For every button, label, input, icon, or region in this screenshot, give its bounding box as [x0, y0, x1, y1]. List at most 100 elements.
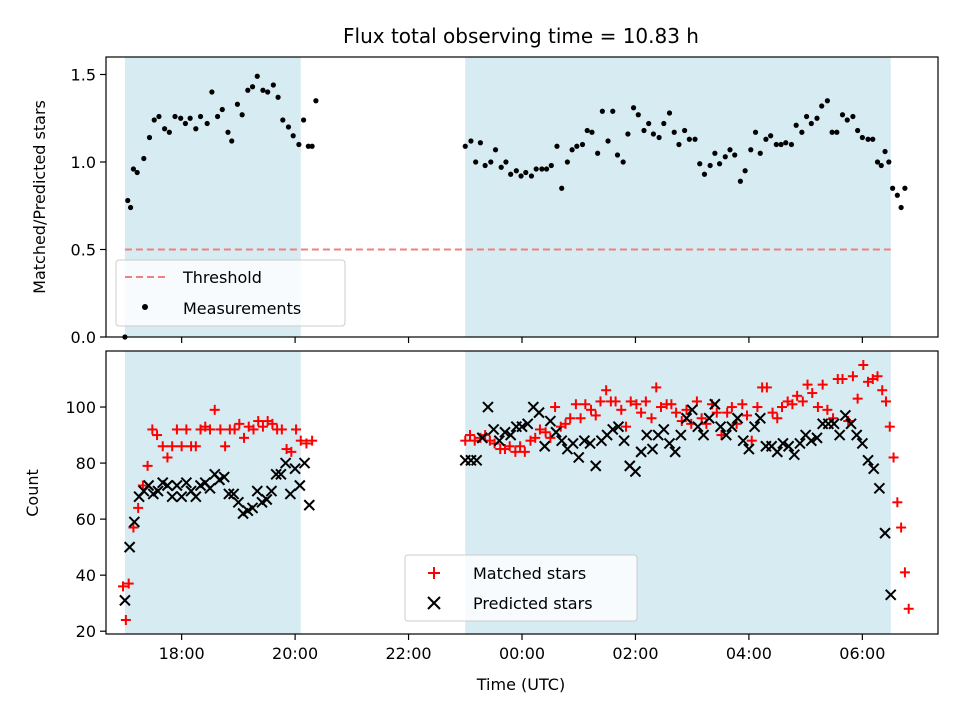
measurement-point: [625, 131, 631, 137]
matched-star-point: [872, 371, 883, 382]
measurement-point: [187, 115, 193, 121]
matched-star-point: [651, 382, 662, 393]
measurement-point: [661, 120, 667, 127]
predicted-star-point: [578, 434, 591, 447]
predicted-star-point: [805, 434, 818, 447]
matched-star-point: [118, 581, 129, 592]
matched-star-point: [469, 435, 480, 446]
matched-star-point: [301, 438, 312, 449]
bottom-legend: Matched stars Predicted stars: [404, 554, 638, 622]
bottom-plot-data: [118, 360, 914, 625]
measurement-point: [260, 87, 266, 93]
measurement-point: [127, 204, 134, 211]
top-shaded-spans: [124, 57, 891, 337]
predicted-star-point: [218, 471, 230, 483]
measurement-point: [752, 129, 759, 135]
predicted-star-point: [629, 465, 642, 478]
bottom-panel: 20 40 60 80 100 18:00 20:00 22:00 00:00 02:00 04:…: [23, 350, 939, 694]
measurement-point: [533, 166, 539, 172]
predicted-star-point: [879, 527, 891, 539]
matched-star-point: [460, 435, 471, 446]
measurement-point: [722, 154, 728, 160]
predicted-star-point: [697, 429, 710, 441]
predicted-star-point: [487, 423, 500, 436]
matched-star-point: [162, 452, 173, 463]
matched-star-point: [877, 385, 888, 396]
predicted-star-point: [493, 434, 506, 447]
measurement-point: [620, 159, 626, 165]
predicted-star-point: [833, 429, 846, 441]
predicted-star-point: [584, 437, 596, 450]
predicted-star-point: [516, 420, 528, 433]
measurement-point: [249, 84, 256, 90]
predicted-star-point: [658, 423, 670, 436]
top-y-axis-title: Matched/Predicted stars: [30, 100, 49, 294]
matched-star-point: [881, 396, 891, 407]
predicted-star-point: [731, 412, 744, 424]
matched-star-point: [610, 396, 621, 407]
measurement-point: [301, 117, 307, 123]
measurement-point: [229, 138, 235, 144]
matched-star-point: [560, 418, 571, 429]
x-tick-label: 02:00: [612, 644, 658, 663]
measurement-point: [834, 129, 840, 135]
predicted-star-point: [663, 437, 676, 450]
measurement-point: [462, 143, 468, 149]
measurement-point: [134, 169, 140, 176]
measurement-point: [902, 185, 908, 191]
measurement-point: [757, 150, 763, 156]
predicted-star-point: [646, 443, 659, 455]
predicted-star-point: [204, 482, 216, 495]
predicted-star-point: [251, 485, 263, 497]
measurement-point: [610, 108, 616, 114]
matched-star-point: [504, 441, 515, 452]
predicted-star-point: [748, 420, 761, 433]
matched-star-point: [888, 452, 899, 463]
predicted-star-point: [720, 429, 732, 441]
matched-star-point: [802, 379, 813, 390]
matched-star-point: [257, 421, 268, 432]
measurement-point: [666, 110, 673, 116]
matched-star-point: [248, 424, 259, 435]
measurement-point: [859, 134, 865, 141]
measurement-point: [523, 169, 529, 176]
measurement-point: [473, 159, 479, 165]
matched-star-point: [640, 396, 651, 407]
matched-star-point: [892, 497, 903, 508]
matched-star-point: [858, 360, 869, 371]
measurement-point: [882, 148, 888, 155]
measurement-point: [141, 155, 147, 162]
bottom-y-tick-label: 100: [65, 398, 96, 417]
matched-star-point: [787, 399, 798, 410]
predicted-star-point: [567, 437, 579, 450]
matched-star-point: [286, 446, 297, 457]
predicted-star-point: [538, 440, 551, 452]
x-tick-label: 18:00: [159, 644, 205, 663]
predicted-star-point: [504, 429, 517, 441]
measurement-point: [156, 113, 162, 120]
matched-star-point: [580, 399, 591, 410]
measurement-point: [285, 124, 292, 130]
matched-star-point: [157, 441, 168, 452]
predicted-star-point: [771, 446, 783, 458]
matched-star-point: [655, 402, 666, 413]
matched-star-point: [519, 446, 530, 457]
measurement-point: [518, 173, 524, 179]
measurement-point: [245, 87, 251, 93]
matched-star-point: [590, 410, 601, 421]
measurement-point: [209, 89, 215, 95]
bottom-y-tick-label: 60: [76, 510, 96, 529]
matched-star-point: [291, 424, 302, 435]
measurement-point: [270, 82, 276, 88]
measurement-point: [513, 168, 519, 174]
measurement-point: [768, 133, 774, 139]
predicted-star-point: [175, 490, 188, 503]
predicted-star-point: [166, 490, 178, 503]
measurement-point: [503, 159, 509, 165]
measurement-point: [788, 141, 795, 148]
measurement-point: [574, 143, 580, 149]
measurement-point: [214, 113, 221, 120]
measurement-point: [886, 159, 892, 165]
matched-star-point: [625, 396, 636, 407]
measurement-point: [197, 113, 204, 120]
